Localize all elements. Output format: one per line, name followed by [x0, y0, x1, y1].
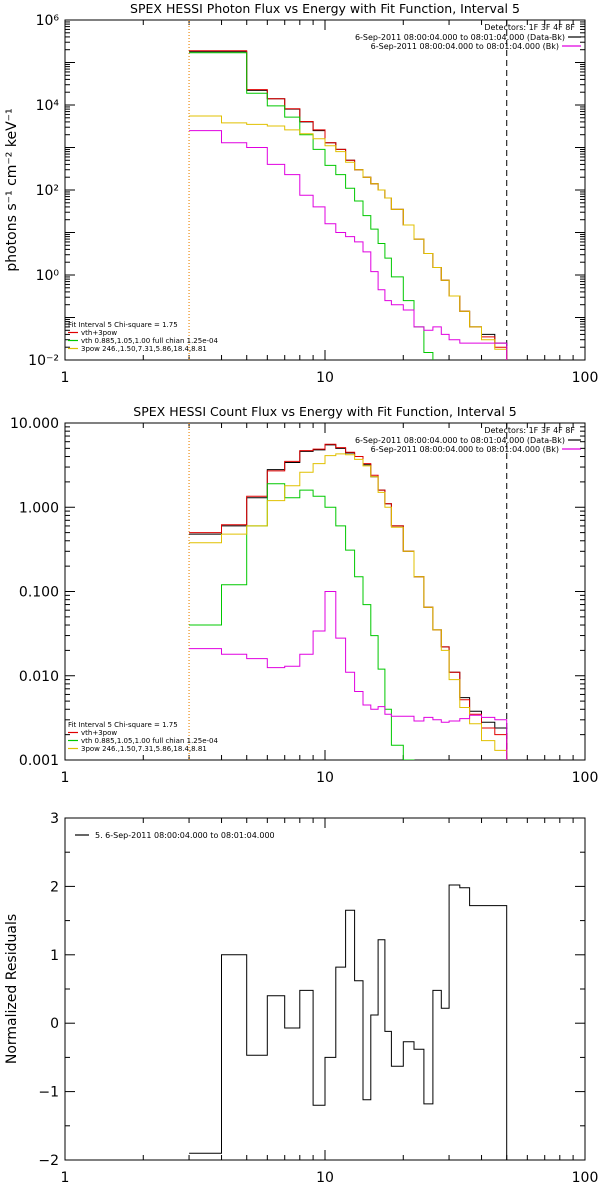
legend-fit-label: vth 0.885,1.05,1.00 full chian 1.25e-04	[81, 337, 219, 345]
x-tick-label: 100	[572, 370, 599, 386]
legend-fit-label: vth 0.885,1.05,1.00 full chian 1.25e-04	[81, 737, 219, 745]
legend-entry-label: 6-Sep-2011 08:00:04.000 to 08:01:04.000 …	[355, 436, 565, 445]
series-vth-line	[189, 483, 415, 760]
legend-detectors-title: Detectors: 1F 3F 4F 8F	[484, 426, 575, 435]
x-tick-label: 100	[572, 770, 599, 786]
y-tick-label: −1	[38, 1085, 59, 1101]
y-tick-label: 0	[50, 1016, 59, 1032]
series-background-line	[189, 130, 508, 360]
y-tick-label: 0.001	[19, 753, 59, 769]
series-data-line	[189, 51, 508, 360]
legend-fit-label: vth+3pow	[81, 729, 117, 737]
y-tick-label: −2	[38, 1153, 59, 1169]
chart-title: SPEX HESSI Count Flux vs Energy with Fit…	[133, 404, 516, 419]
series-data-line	[189, 444, 508, 760]
series-5-line	[189, 884, 508, 1160]
y-axis-label: Normalized Residuals	[4, 914, 20, 1064]
legend-entry-label: 6-Sep-2011 08:00:04.000 to 08:01:04.000 …	[371, 445, 559, 454]
panel-2: SPEX HESSI Count Flux vs Energy with Fit…	[10, 404, 598, 786]
panel-1: SPEX HESSI Photon Flux vs Energy with Fi…	[4, 1, 598, 386]
chart-title: SPEX HESSI Photon Flux vs Energy with Fi…	[130, 1, 520, 16]
x-tick-label: 10	[316, 370, 334, 386]
y-tick-label: 10⁴	[36, 98, 60, 114]
x-tick-label: 10	[316, 1170, 334, 1186]
y-axis-label: photons s⁻¹ cm⁻² keV⁻¹	[4, 108, 20, 271]
y-tick-label: 10⁶	[36, 13, 60, 29]
legend-entry-label: 5. 6-Sep-2011 08:00:04.000 to 08:01:04.0…	[95, 831, 275, 840]
series-3pow-line	[189, 453, 508, 760]
legend-entry-label: 6-Sep-2011 08:00:04.000 to 08:01:04.000 …	[355, 33, 565, 42]
y-tick-label: 2	[50, 879, 59, 895]
y-tick-label: 10⁰	[36, 268, 60, 284]
legend-detectors-title: Detectors: 1F 3F 4F 8F	[484, 23, 575, 32]
series-3pow-line	[189, 115, 508, 360]
legend-fit-label: vth+3pow	[81, 329, 117, 337]
y-tick-label: 10⁻²	[28, 353, 59, 369]
y-tick-label: 0.010	[19, 669, 59, 685]
x-tick-label: 10	[316, 770, 334, 786]
series-vth+3pow-line	[189, 443, 508, 760]
y-tick-label: 0.100	[19, 585, 59, 601]
y-tick-label: 10²	[36, 183, 59, 199]
y-tick-label: 3	[50, 811, 59, 827]
x-tick-label: 100	[572, 1170, 599, 1186]
legend-fit-header: Fit Interval 5 Chi-square = 1.75	[68, 321, 178, 329]
series-background-line	[189, 591, 508, 760]
x-tick-label: 1	[61, 1170, 70, 1186]
legend-fit-label: 3pow 246.,1.50,7.31,5.86,18.4,8.81	[81, 745, 207, 753]
y-tick-label: 1	[50, 948, 59, 964]
panel-3: 1 10 100 −2 −1 0 1 2 3 Normalized Residuals 5. 6-S…	[4, 811, 598, 1186]
series-vth-line	[189, 52, 434, 360]
y-tick-label: 1.000	[19, 500, 59, 516]
x-tick-label: 1	[61, 770, 70, 786]
legend-fit-header: Fit Interval 5 Chi-square = 1.75	[68, 721, 178, 729]
legend-entry-label: 6-Sep-2011 08:00:04.000 to 08:01:04.000 …	[371, 42, 559, 51]
y-tick-label: 10.000	[10, 416, 59, 432]
legend-fit-label: 3pow 246.,1.50,7.31,5.86,18.4,8.81	[81, 345, 207, 353]
series-vth+3pow-line	[189, 50, 508, 360]
x-tick-label: 1	[61, 370, 70, 386]
